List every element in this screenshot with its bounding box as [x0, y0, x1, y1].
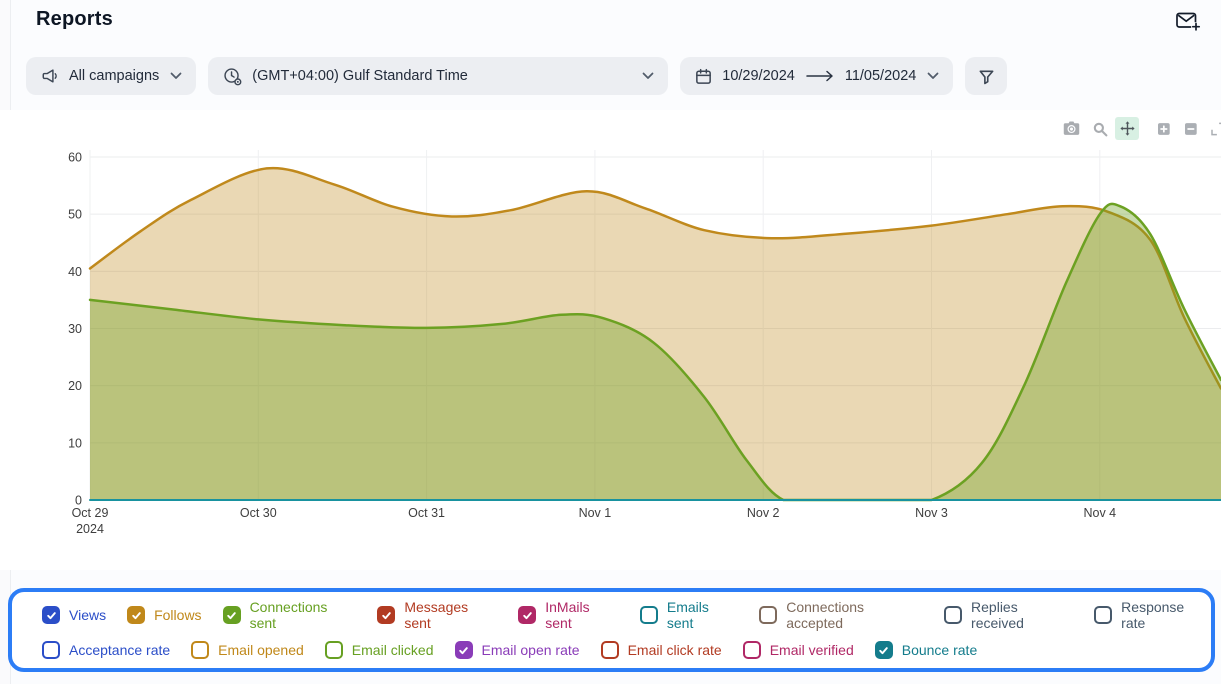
- unchecked-checkbox-icon[interactable]: [1094, 606, 1113, 624]
- date-start: 10/29/2024: [722, 68, 795, 84]
- legend-item-email-opened[interactable]: Email opened: [191, 641, 304, 659]
- checked-checkbox-icon[interactable]: [518, 606, 537, 624]
- calendar-icon: [696, 68, 712, 84]
- checked-checkbox-icon[interactable]: [222, 606, 241, 624]
- svg-text:20: 20: [68, 379, 82, 393]
- svg-text:Oct 29: Oct 29: [72, 506, 109, 520]
- legend-item-replies-received[interactable]: Replies received: [944, 599, 1073, 631]
- date-end: 11/05/2024: [844, 68, 917, 84]
- legend-item-response-rate[interactable]: Response rate: [1094, 599, 1211, 631]
- timezone-label: (GMT+04:00) Gulf Standard Time: [252, 68, 468, 84]
- unchecked-checkbox-icon[interactable]: [944, 606, 963, 624]
- unchecked-checkbox-icon[interactable]: [639, 606, 658, 624]
- legend-item-connections-sent[interactable]: Connections sent: [222, 599, 357, 631]
- svg-text:Oct 31: Oct 31: [408, 506, 445, 520]
- timezone-dropdown[interactable]: (GMT+04:00) Gulf Standard Time: [208, 57, 669, 95]
- unchecked-checkbox-icon[interactable]: [600, 641, 619, 659]
- legend-label: InMails sent: [545, 599, 590, 631]
- legend-item-email-click-rate[interactable]: Email click rate: [600, 641, 722, 659]
- chevron-down-icon: [170, 72, 182, 80]
- legend-item-acceptance-rate[interactable]: Acceptance rate: [42, 641, 170, 659]
- mail-plus-button[interactable]: [1174, 9, 1202, 35]
- chevron-down-icon: [927, 72, 939, 80]
- metrics-legend: Views Follows Connections sent Messages sen…: [8, 588, 1215, 672]
- legend-label: Email clicked: [351, 642, 434, 658]
- chart-area[interactable]: 0 10 20 30 40 50 60 Oct 29 2024 Oct 30 Oct 31 Nov 1…: [0, 110, 1221, 570]
- svg-text:40: 40: [68, 265, 82, 279]
- zoom-out-icon[interactable]: [1179, 117, 1203, 140]
- svg-text:50: 50: [68, 208, 82, 222]
- legend-label: Email click rate: [627, 642, 722, 658]
- svg-text:Nov 4: Nov 4: [1083, 506, 1116, 520]
- pan-icon[interactable]: [1115, 117, 1139, 140]
- zoom-in-icon[interactable]: [1152, 117, 1176, 140]
- svg-text:Nov 2: Nov 2: [747, 506, 780, 520]
- campaigns-label: All campaigns: [69, 68, 160, 84]
- unchecked-checkbox-icon[interactable]: [742, 641, 761, 659]
- legend-item-follows[interactable]: Follows: [127, 606, 202, 624]
- autoscale-icon[interactable]: [1206, 117, 1221, 140]
- unchecked-checkbox-icon[interactable]: [759, 606, 778, 624]
- area-chart[interactable]: 0 10 20 30 40 50 60 Oct 29 2024 Oct 30 Oct 31 Nov 1…: [0, 110, 1221, 570]
- date-range-picker[interactable]: 10/29/2024 11/05/2024: [680, 57, 954, 95]
- unchecked-checkbox-icon[interactable]: [191, 641, 210, 659]
- legend-label: Follows: [154, 607, 202, 623]
- legend-label: Email verified: [769, 642, 854, 658]
- legend-row: Acceptance rate Email opened Email clicked…: [42, 634, 1211, 667]
- mail-plus-icon: [1176, 12, 1201, 32]
- legend-label: Bounce rate: [901, 642, 978, 658]
- legend-item-emails-sent[interactable]: Emails sent: [639, 599, 738, 631]
- legend-item-views[interactable]: Views: [42, 606, 106, 624]
- checked-checkbox-icon[interactable]: [377, 606, 396, 624]
- legend-label: Replies received: [971, 599, 1024, 631]
- svg-text:30: 30: [68, 322, 82, 336]
- legend-item-email-open-rate[interactable]: Email open rate: [454, 641, 580, 659]
- svg-text:10: 10: [68, 436, 82, 450]
- checked-checkbox-icon[interactable]: [42, 606, 60, 624]
- checked-checkbox-icon[interactable]: [454, 641, 473, 659]
- zoom-icon[interactable]: [1088, 117, 1112, 140]
- chevron-down-icon: [642, 72, 654, 80]
- legend-label: Connections accepted: [786, 599, 865, 631]
- checked-checkbox-icon[interactable]: [874, 641, 893, 659]
- legend-item-inmails-sent[interactable]: InMails sent: [518, 599, 619, 631]
- legend-label: Connections sent: [249, 599, 328, 631]
- camera-icon[interactable]: [1059, 117, 1083, 140]
- page-title: Reports: [36, 8, 113, 30]
- legend-item-email-verified[interactable]: Email verified: [742, 641, 854, 659]
- filter-button[interactable]: [965, 57, 1008, 95]
- svg-text:Oct 30: Oct 30: [240, 506, 277, 520]
- filter-bar: All campaigns (GMT+04:00) Gulf Standard …: [26, 57, 1008, 95]
- checked-checkbox-icon[interactable]: [127, 606, 146, 624]
- legend-label: Email opened: [218, 642, 304, 658]
- clock-settings-icon: [224, 67, 242, 85]
- legend-label: Acceptance rate: [69, 642, 171, 658]
- legend-item-messages-sent[interactable]: Messages sent: [377, 599, 497, 631]
- campaigns-dropdown[interactable]: All campaigns: [26, 57, 197, 95]
- legend-label: Email open rate: [481, 642, 580, 658]
- funnel-icon: [979, 69, 994, 84]
- arrow-right-icon: [806, 70, 834, 82]
- megaphone-icon: [42, 69, 57, 83]
- svg-text:0: 0: [75, 494, 82, 508]
- unchecked-checkbox-icon[interactable]: [324, 641, 343, 659]
- legend-item-bounce-rate[interactable]: Bounce rate: [874, 641, 978, 659]
- legend-label: Views: [69, 607, 107, 623]
- svg-text:60: 60: [68, 150, 82, 164]
- legend-item-email-clicked[interactable]: Email clicked: [324, 641, 434, 659]
- legend-row: Views Follows Connections sent Messages sen…: [42, 599, 1211, 632]
- legend-item-connections-accepted[interactable]: Connections accepted: [759, 599, 923, 631]
- svg-text:Nov 3: Nov 3: [915, 506, 948, 520]
- svg-text:2024: 2024: [76, 522, 104, 536]
- legend-label: Messages sent: [404, 599, 469, 631]
- legend-label: Response rate: [1121, 599, 1185, 631]
- unchecked-checkbox-icon[interactable]: [42, 641, 60, 659]
- chart-toolbar: [1059, 117, 1221, 140]
- legend-label: Emails sent: [666, 599, 709, 631]
- svg-text:Nov 1: Nov 1: [579, 506, 612, 520]
